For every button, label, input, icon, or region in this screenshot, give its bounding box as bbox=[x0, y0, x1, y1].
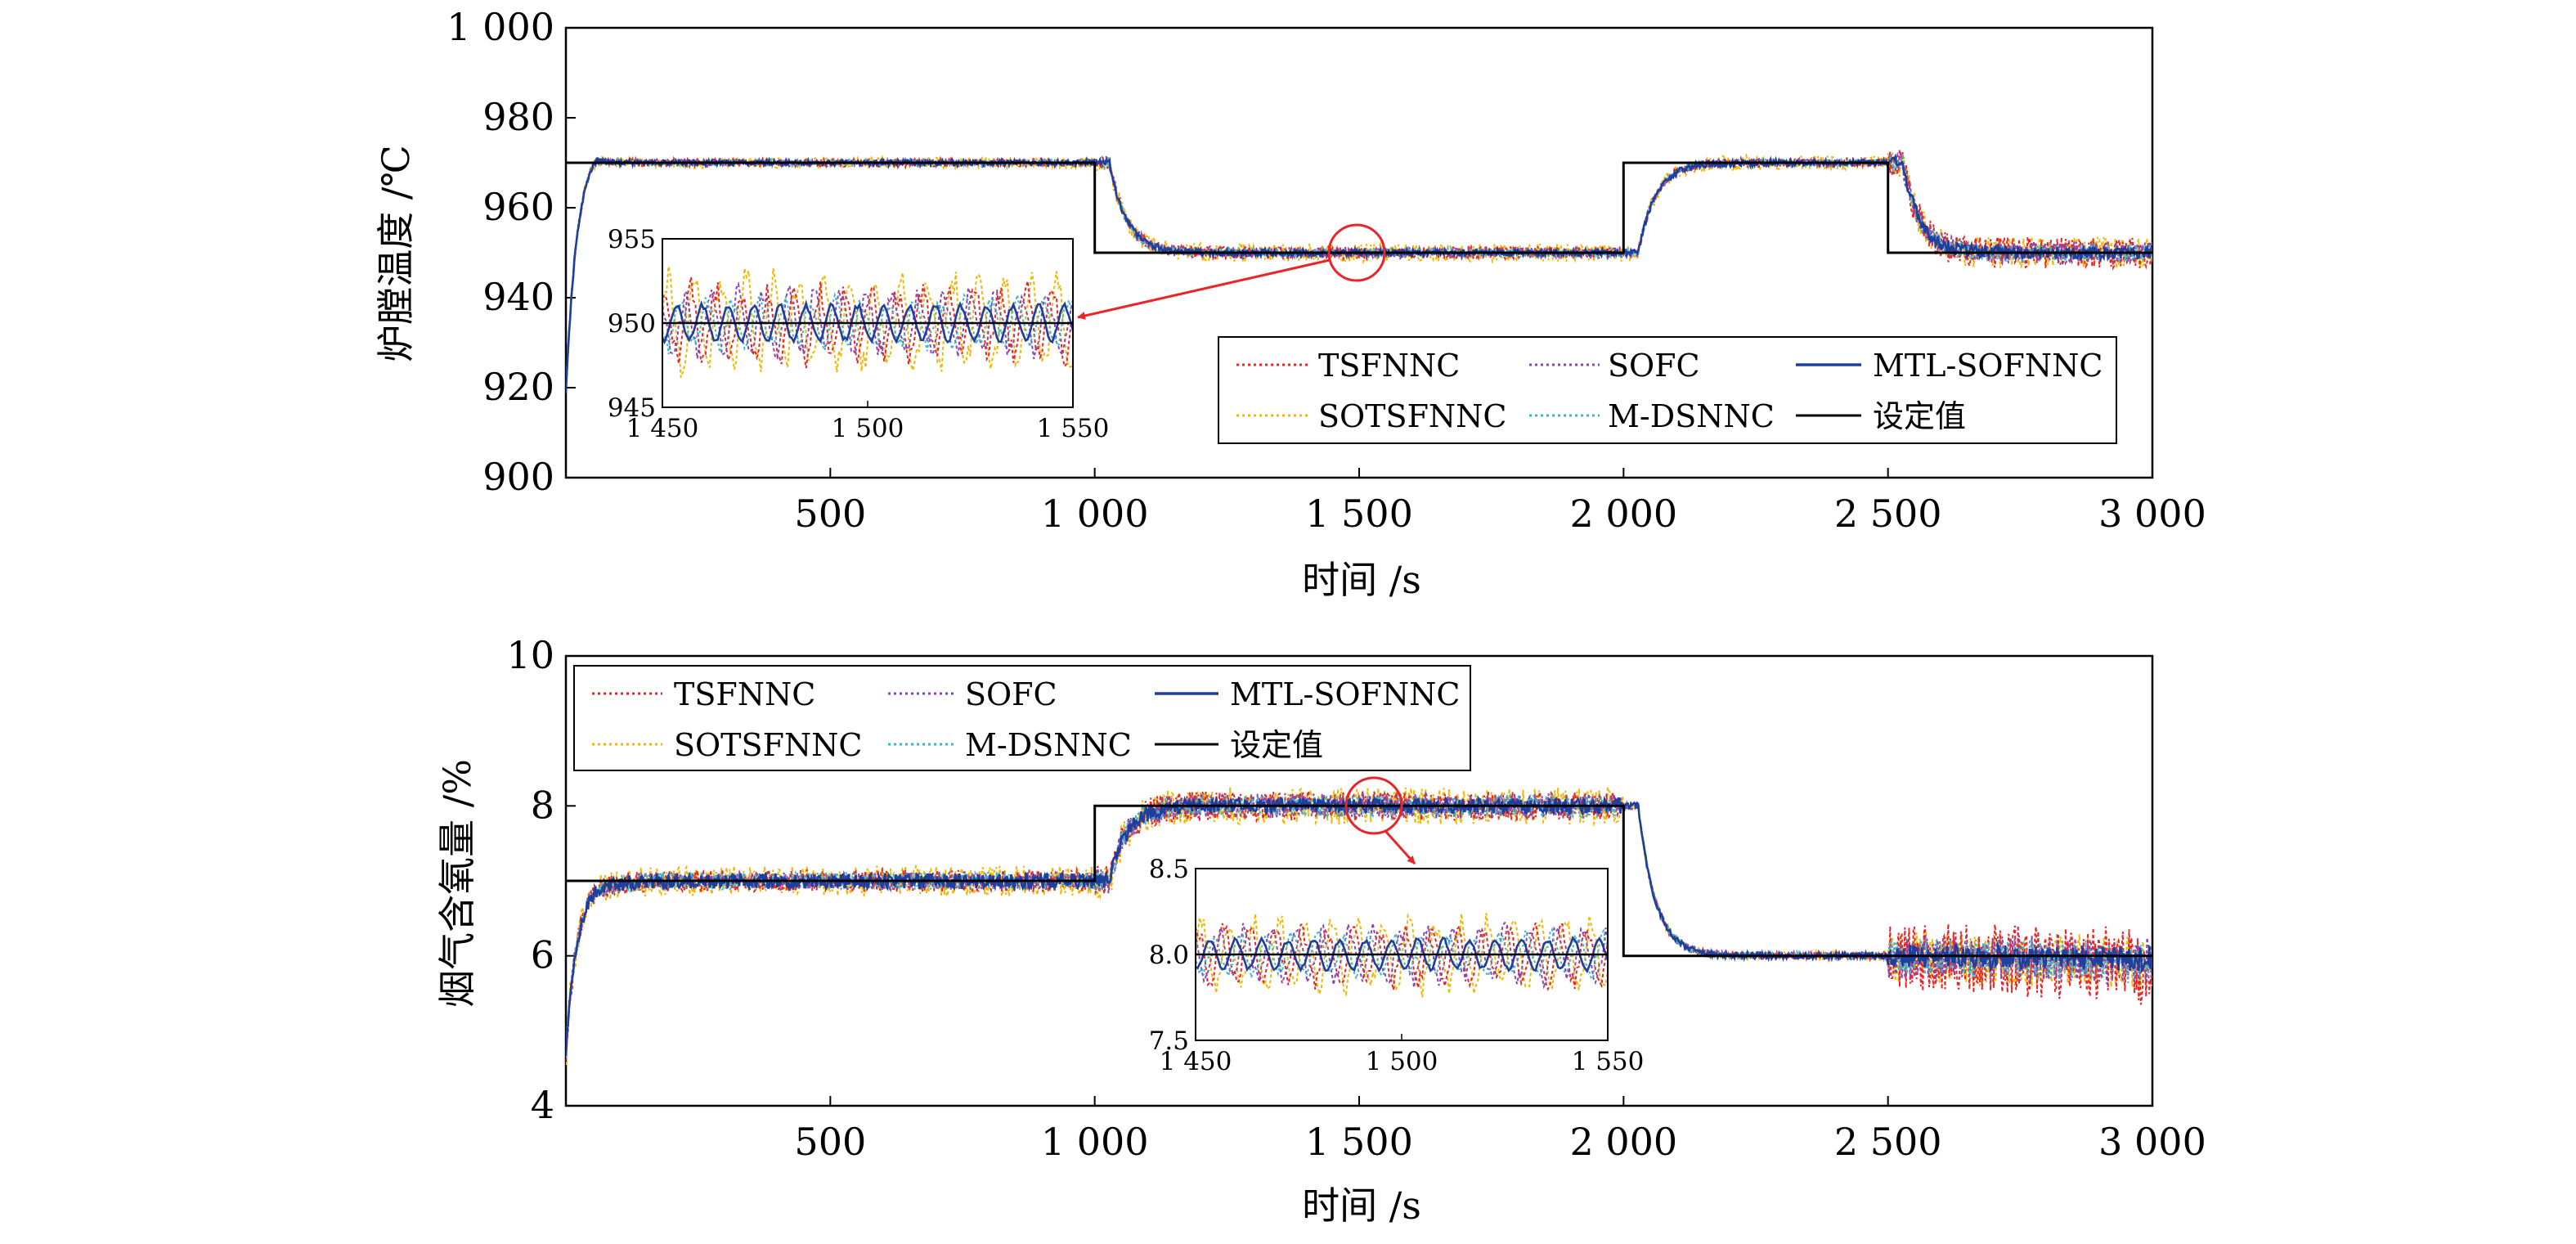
legend-box bbox=[1218, 336, 2117, 444]
y-tick-label: 4 bbox=[531, 1083, 554, 1127]
inset-x-tick-label: 1 450 bbox=[1160, 1047, 1232, 1076]
inset-series-line-mtl-sofnnc bbox=[662, 299, 1073, 345]
plot-lines bbox=[566, 787, 2152, 1066]
y-tick-label: 940 bbox=[482, 275, 554, 319]
legend: TSFNNC SOFC MTL-SOFNNC SOTSFNNC M-DSNNC … bbox=[573, 665, 1471, 771]
zoom-callout-arrow bbox=[1077, 258, 1331, 320]
inset-tick-labels: 1 450 1 500 1 550 7.5 8.0 8.5 bbox=[1149, 855, 1645, 1076]
legend-label: 设定值 bbox=[1230, 727, 1323, 763]
inset-y-tick-label: 950 bbox=[608, 309, 656, 339]
x-tick-label: 1 000 bbox=[1041, 1120, 1149, 1164]
inset-tick-labels: 1 450 1 500 1 550 945 950 955 bbox=[608, 225, 1110, 443]
series-line-sotsfnnc bbox=[566, 787, 2152, 1066]
legend-label: SOFC bbox=[1608, 348, 1700, 384]
inset-y-tick-label: 8.5 bbox=[1149, 855, 1189, 884]
x-tick-label: 2 000 bbox=[1569, 1120, 1677, 1164]
inset-y-tick-label: 7.5 bbox=[1149, 1026, 1189, 1056]
zoom-inset: 1 450 1 500 1 550 945 950 955 bbox=[608, 225, 1110, 443]
legend-label: M-DSNNC bbox=[965, 727, 1132, 763]
inset-x-tick-label: 1 500 bbox=[832, 414, 904, 443]
y-axis-label: 炉膛温度 /℃ bbox=[374, 145, 418, 362]
zoom-inset: 1 450 1 500 1 550 7.5 8.0 8.5 bbox=[1149, 855, 1645, 1076]
legend-label: 设定值 bbox=[1873, 398, 1966, 434]
legend-label: SOFC bbox=[965, 676, 1057, 712]
x-tick-label: 500 bbox=[794, 492, 866, 536]
y-tick-label: 900 bbox=[482, 455, 554, 499]
y-tick-label: 960 bbox=[482, 185, 554, 229]
legend-label: MTL-SOFNNC bbox=[1873, 348, 2103, 384]
y-tick-label: 10 bbox=[506, 633, 554, 677]
x-tick-label: 1 500 bbox=[1305, 1120, 1413, 1164]
setpoint-line bbox=[566, 804, 2152, 958]
x-axis-label: 时间 /s bbox=[1302, 558, 1421, 602]
x-tick-labels: 500 1 000 1 500 2 000 2 500 3 000 bbox=[794, 492, 2206, 536]
inset-series-line-mtl-sofnnc bbox=[1196, 936, 1608, 974]
legend-label: TSFNNC bbox=[674, 676, 815, 712]
inset-series-line-tsfnnc bbox=[662, 276, 1073, 369]
x-tick-label: 2 500 bbox=[1834, 1120, 1942, 1164]
y-tick-labels: 4 6 8 10 bbox=[506, 633, 554, 1127]
inset-series-line-sotsfnnc bbox=[662, 266, 1073, 378]
x-tick-label: 1 000 bbox=[1041, 492, 1149, 536]
inset-x-tick-label: 1 450 bbox=[626, 414, 699, 443]
plot-lines bbox=[566, 150, 2152, 393]
legend-label: M-DSNNC bbox=[1608, 398, 1775, 434]
inset-lines bbox=[1196, 912, 1608, 998]
y-tick-label: 920 bbox=[482, 365, 554, 409]
zoom-callout-circle bbox=[1344, 776, 1403, 835]
setpoint-line bbox=[566, 161, 2152, 254]
x-tick-labels: 500 1 000 1 500 2 000 2 500 3 000 bbox=[794, 1120, 2206, 1164]
inset-y-tick-label: 8.0 bbox=[1149, 941, 1189, 970]
x-tick-label: 500 bbox=[794, 1120, 866, 1164]
x-tick-label: 3 000 bbox=[2098, 492, 2206, 536]
series-line-mtl-sofnnc bbox=[566, 795, 2152, 1057]
inset-series-line-sofc bbox=[662, 281, 1073, 360]
inset-lines bbox=[662, 266, 1073, 378]
inset-series-line-sotsfnnc bbox=[1196, 912, 1608, 998]
zoom-callout-arrow bbox=[1384, 829, 1416, 865]
inset-series-line-m-dsnnc bbox=[662, 291, 1073, 355]
series-line-sotsfnnc bbox=[566, 152, 2152, 393]
inset-y-tick-label: 955 bbox=[608, 225, 656, 254]
inset-x-tick-label: 1 500 bbox=[1366, 1047, 1438, 1076]
legend-box bbox=[573, 665, 1471, 771]
inset-y-tick-label: 945 bbox=[608, 393, 656, 423]
y-axis-label: 烟气含氧量 /% bbox=[435, 759, 479, 1008]
inset-series-line-tsfnnc bbox=[1196, 922, 1608, 991]
x-tick-label: 1 500 bbox=[1305, 492, 1413, 536]
y-tick-label: 8 bbox=[531, 783, 554, 827]
legend-label: TSFNNC bbox=[1318, 348, 1460, 384]
axis-ticks bbox=[566, 655, 2153, 1107]
legend-label: SOTSFNNC bbox=[1318, 398, 1507, 434]
y-tick-label: 980 bbox=[482, 95, 554, 139]
zoom-callout-circle bbox=[1327, 223, 1386, 282]
x-tick-label: 3 000 bbox=[2098, 1120, 2206, 1164]
furnace-temperature-chart: 500 1 000 1 500 2 000 2 500 3 000 900 920 940 96… bbox=[374, 5, 2206, 602]
inset-x-tick-label: 1 550 bbox=[1037, 414, 1110, 443]
inset-ticks bbox=[1195, 868, 1609, 1041]
y-tick-label: 6 bbox=[531, 933, 554, 977]
series-line-m-dsnnc bbox=[566, 793, 2152, 1058]
y-tick-labels: 900 920 940 960 980 1 000 bbox=[447, 5, 554, 499]
legend: TSFNNC SOFC MTL-SOFNNC SOTSFNNC M-DSNNC … bbox=[1218, 336, 2117, 444]
y-tick-label: 1 000 bbox=[447, 5, 554, 49]
x-axis-label: 时间 /s bbox=[1302, 1183, 1421, 1228]
legend-label: MTL-SOFNNC bbox=[1230, 676, 1460, 712]
x-tick-label: 2 000 bbox=[1569, 492, 1677, 536]
legend-label: SOTSFNNC bbox=[674, 727, 863, 763]
x-tick-label: 2 500 bbox=[1834, 492, 1942, 536]
inset-ticks bbox=[662, 238, 1074, 408]
oxygen-content-chart: 500 1 000 1 500 2 000 2 500 3 000 4 6 8 10 时间 /s… bbox=[435, 633, 2206, 1228]
inset-x-tick-label: 1 550 bbox=[1572, 1047, 1645, 1076]
